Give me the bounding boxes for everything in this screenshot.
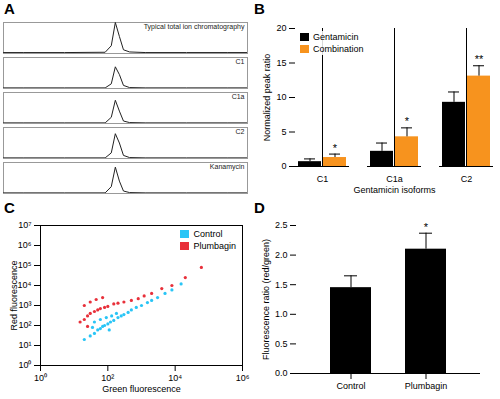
svg-text:10⁶: 10⁶ [18, 240, 32, 250]
svg-text:2.0: 2.0 [275, 250, 288, 260]
html-text:Combination: Combination [313, 44, 364, 54]
html-text:C: C [4, 199, 15, 216]
svg-text:10²: 10² [101, 373, 114, 383]
svg-text:1.0: 1.0 [275, 309, 288, 319]
svg-text:10: 10 [276, 92, 286, 102]
svg-text:10⁴: 10⁴ [168, 373, 182, 383]
svg-text:*: * [405, 115, 410, 127]
svg-text:2.5: 2.5 [275, 220, 288, 230]
html-text:B: B [254, 0, 265, 17]
svg-text:1.5: 1.5 [275, 280, 288, 290]
svg-text:C1a: C1a [386, 174, 403, 184]
svg-text:*: * [424, 221, 429, 233]
svg-text:10¹: 10¹ [18, 340, 31, 350]
svg-text:15: 15 [276, 58, 286, 68]
svg-text:10⁴: 10⁴ [18, 280, 32, 290]
svg-text:Green fluorescence: Green fluorescence [102, 384, 181, 394]
svg-text:20: 20 [276, 23, 286, 33]
svg-text:Plumbagin: Plumbagin [405, 381, 448, 391]
svg-text:10⁰: 10⁰ [34, 373, 47, 383]
svg-text:10²: 10² [18, 320, 31, 330]
svg-text:10⁷: 10⁷ [18, 220, 31, 230]
svg-text:0.0: 0.0 [275, 368, 288, 378]
svg-text:Typical total ion chromatograp: Typical total ion chromatography [144, 23, 245, 31]
svg-text:10⁰: 10⁰ [18, 360, 31, 370]
html-text:Gentamicin: Gentamicin [313, 32, 359, 42]
svg-text:**: ** [475, 53, 484, 65]
svg-text:C2: C2 [236, 128, 245, 135]
html-text:A: A [4, 0, 15, 17]
svg-text:Red fluorescence: Red fluorescence [9, 260, 19, 330]
svg-text:10⁵: 10⁵ [18, 260, 32, 270]
svg-text:Kanamycin: Kanamycin [210, 163, 245, 171]
html-text:D: D [254, 199, 265, 216]
html-text:Plumbagin: Plumbagin [193, 241, 236, 251]
svg-text:Fluorescence ratio (red/green): Fluorescence ratio (red/green) [261, 239, 271, 360]
svg-text:5: 5 [281, 127, 286, 137]
svg-text:C1: C1 [317, 174, 329, 184]
svg-text:Normalized peak ratio: Normalized peak ratio [262, 54, 272, 142]
svg-text:C1a: C1a [232, 93, 245, 100]
svg-text:10⁶: 10⁶ [236, 373, 250, 383]
svg-text:*: * [333, 142, 338, 154]
svg-text:10³: 10³ [18, 300, 31, 310]
html-text:Control: Control [193, 229, 223, 239]
svg-text:Control: Control [336, 381, 365, 391]
svg-text:C1: C1 [236, 58, 245, 65]
svg-text:0.5: 0.5 [275, 339, 288, 349]
svg-text:Gentamicin isoforms: Gentamicin isoforms [353, 185, 436, 195]
svg-text:0: 0 [281, 161, 286, 171]
svg-text:C2: C2 [461, 174, 473, 184]
